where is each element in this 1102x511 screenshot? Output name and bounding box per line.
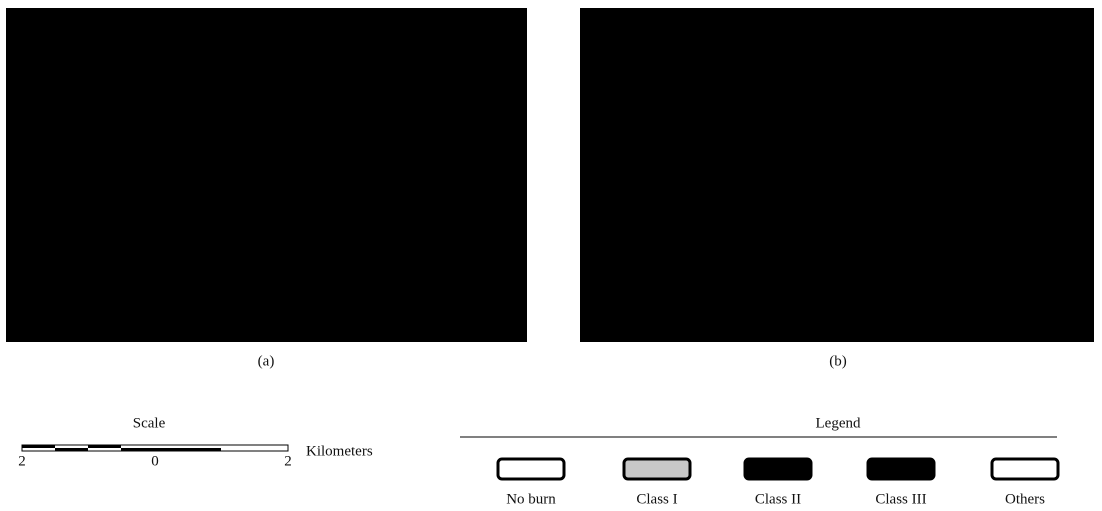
scale-segment [55, 448, 88, 451]
scale-segment [88, 445, 121, 448]
scale-segment [155, 448, 221, 451]
burn-patch [230, 160, 270, 190]
map-b [580, 8, 1094, 342]
burn-patch [775, 280, 855, 320]
burn-patch [260, 207, 330, 243]
burn-patch [690, 125, 800, 215]
page: (a) (b) Scale 2 0 2 Kilometers Legend No… [0, 0, 1102, 511]
burn-patch [802, 30, 878, 120]
legend-label: Class I [636, 491, 677, 507]
burn-patch [790, 120, 870, 200]
scale-segment [121, 448, 155, 451]
figure: (a) (b) Scale 2 0 2 Kilometers Legend No… [0, 0, 1102, 511]
burn-patch [197, 277, 273, 313]
burn-patch [120, 138, 210, 202]
scale-bar [22, 445, 288, 451]
panel-caption: (b) [829, 353, 847, 369]
legend-label: Class II [755, 491, 801, 507]
scale-tick-label: 2 [284, 453, 292, 469]
legend-label: Others [1005, 491, 1045, 507]
scale-unit: Kilometers [306, 443, 373, 459]
scale-segment [22, 445, 55, 448]
scale-tick-label: 2 [18, 453, 26, 469]
map-a [6, 8, 527, 342]
legend-swatch [868, 459, 934, 479]
legend-swatch [624, 459, 690, 479]
burn-patch [830, 198, 910, 242]
legend-title: Legend [816, 415, 861, 431]
scale-title: Scale [133, 415, 166, 431]
panel-caption: (a) [258, 353, 275, 369]
burn-patch [233, 82, 277, 138]
burn-patch [350, 175, 440, 245]
legend-swatch [498, 459, 564, 479]
burn-patch [235, 20, 315, 90]
burn-patch [920, 180, 1030, 250]
legend-label: Class III [875, 491, 926, 507]
legend-swatch [992, 459, 1058, 479]
legend-label: No burn [506, 491, 556, 507]
scale-tick-label: 0 [151, 453, 159, 469]
legend-swatch [745, 459, 811, 479]
